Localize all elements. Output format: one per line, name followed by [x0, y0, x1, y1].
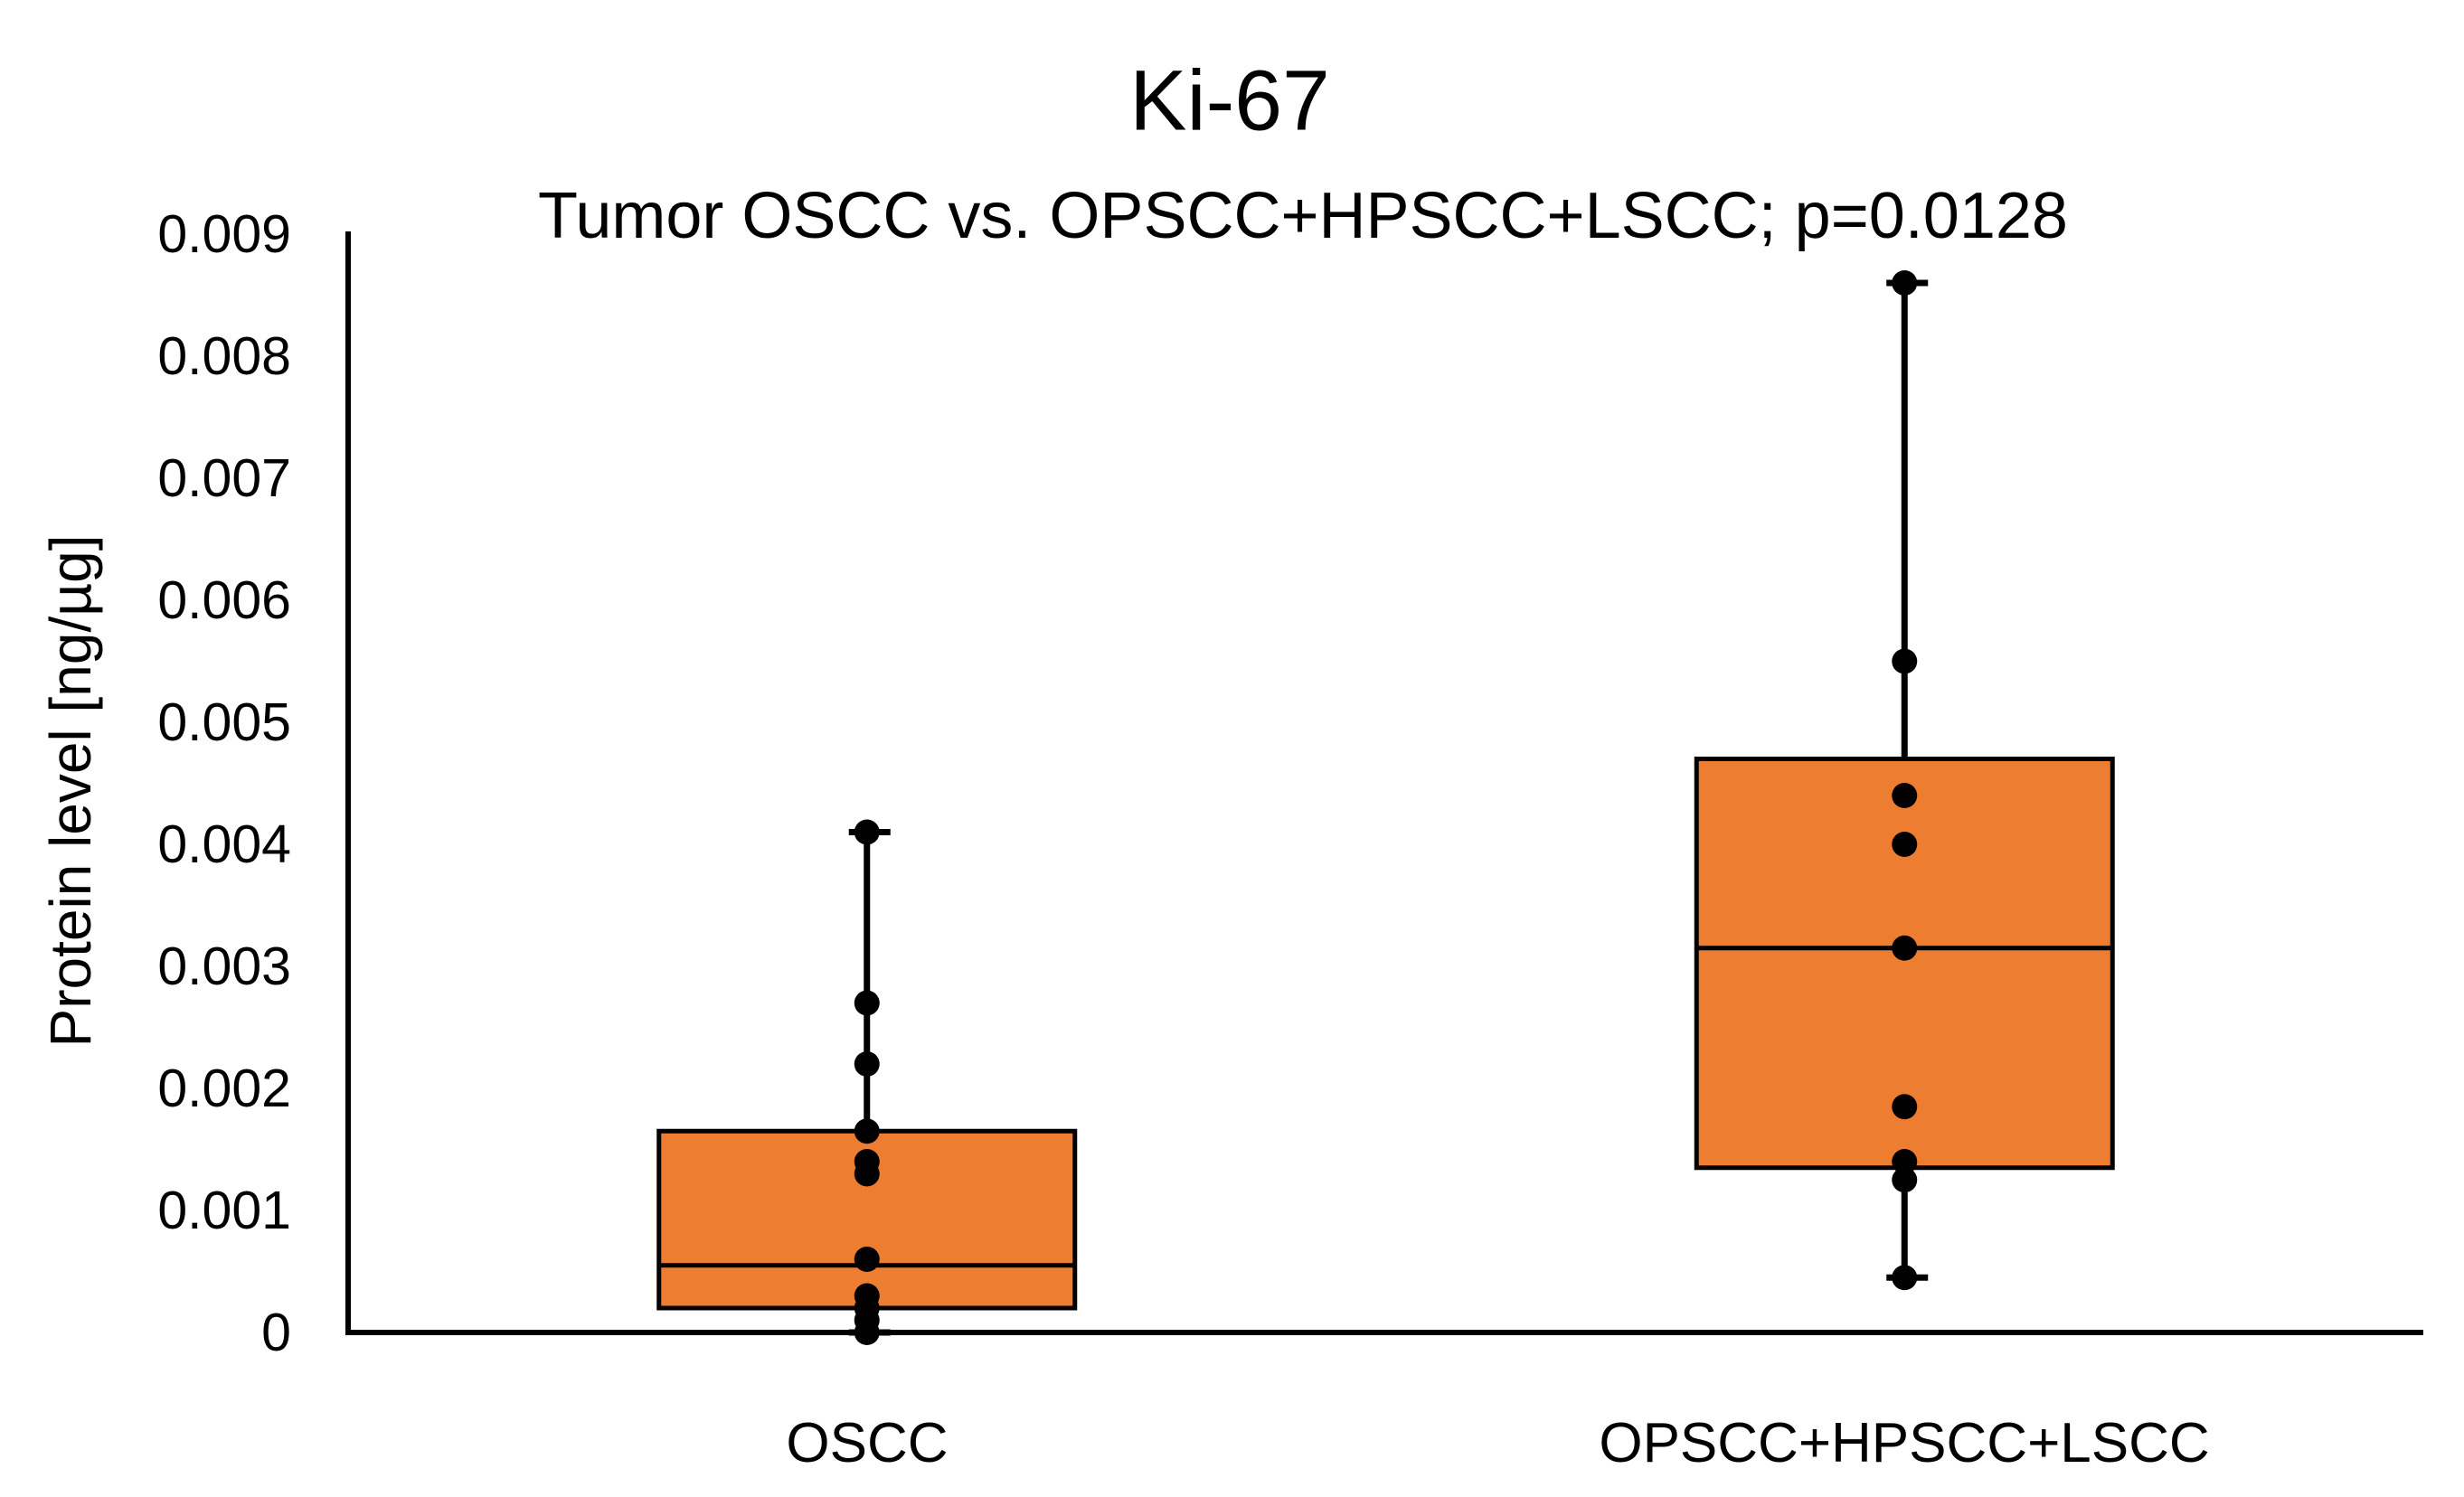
y-tick-label: 0.007 — [157, 448, 291, 508]
data-point-oscc — [854, 1051, 880, 1077]
data-point-opscc-hpscc-lscc — [1892, 648, 1918, 674]
data-point-opscc-hpscc-lscc — [1892, 935, 1918, 961]
y-tick-label: 0.005 — [157, 692, 291, 752]
data-point-oscc — [854, 819, 880, 845]
data-point-oscc — [854, 1118, 880, 1144]
data-point-opscc-hpscc-lscc — [1892, 1167, 1918, 1193]
x-category-label-opscc-hpscc-lscc: OPSCC+HPSCC+LSCC — [1599, 1412, 2210, 1474]
data-point-oscc — [854, 1247, 880, 1272]
y-tick-label: 0.006 — [157, 570, 291, 630]
data-point-opscc-hpscc-lscc — [1892, 270, 1918, 296]
y-tick-label: 0.003 — [157, 937, 291, 996]
x-category-label-oscc: OSCC — [786, 1412, 949, 1474]
chart-subtitle: Tumor OSCC vs. OPSCC+HPSCC+LSCC; p=0.012… — [538, 180, 2068, 252]
y-tick-label: 0 — [261, 1303, 291, 1362]
data-point-oscc — [854, 1161, 880, 1187]
chart-title: Ki-67 — [1129, 52, 1330, 149]
data-point-opscc-hpscc-lscc — [1892, 1265, 1918, 1291]
data-point-opscc-hpscc-lscc — [1892, 832, 1918, 857]
y-tick-label: 0.002 — [157, 1059, 291, 1118]
data-point-opscc-hpscc-lscc — [1892, 1149, 1918, 1174]
data-point-oscc — [854, 990, 880, 1016]
y-tick-label: 0.009 — [157, 204, 291, 264]
data-point-opscc-hpscc-lscc — [1892, 1094, 1918, 1120]
y-tick-label: 0.001 — [157, 1181, 291, 1240]
y-tick-label: 0.008 — [157, 326, 291, 386]
y-tick-label: 0.004 — [157, 814, 291, 874]
data-point-oscc — [854, 1320, 880, 1345]
data-point-opscc-hpscc-lscc — [1892, 783, 1918, 808]
